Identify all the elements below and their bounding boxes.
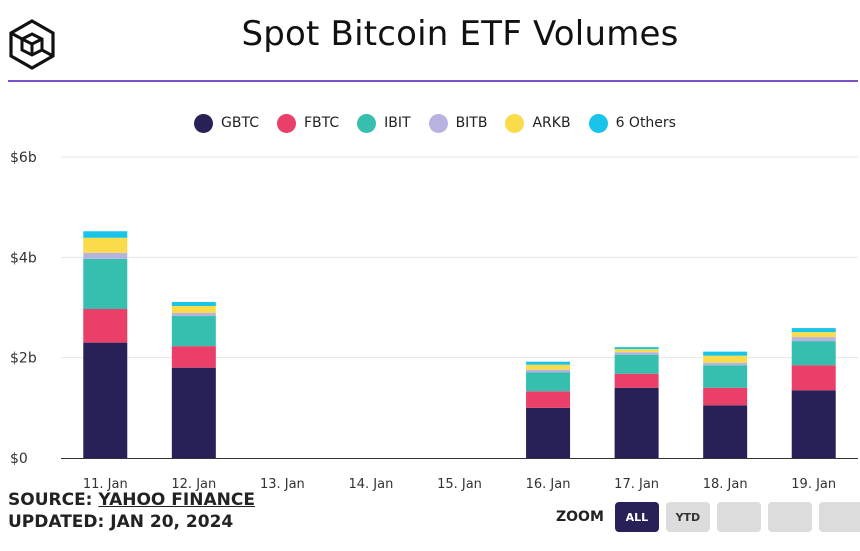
legend-label: IBIT <box>384 115 411 131</box>
legend-item-arkb[interactable]: ARKB <box>505 113 571 133</box>
bar-segment-gbtc <box>83 342 128 458</box>
page-title: Spot Bitcoin ETF Volumes <box>241 14 679 54</box>
bar-segment-fbtc <box>614 373 659 388</box>
legend-swatch <box>194 113 214 133</box>
legend-label: 6 Others <box>615 115 676 131</box>
bar-segment-6-others <box>703 351 748 356</box>
y-tick-label: $2b <box>10 351 37 367</box>
bar-segment-gbtc <box>614 387 659 458</box>
zoom-button[interactable] <box>767 502 812 532</box>
x-tick-label: 11. Jan <box>83 477 128 492</box>
zoom-all-button[interactable]: ALL <box>614 502 659 532</box>
legend-label: GBTC <box>221 115 259 131</box>
legend-item-gbtc[interactable]: GBTC <box>194 113 259 133</box>
bar-segment-fbtc <box>171 346 216 368</box>
chart-legend: GBTC FBTC IBIT BITB ARKB 6 Others <box>0 110 860 136</box>
bar-segment-ibit <box>791 341 836 366</box>
bar-segment-ibit <box>171 316 216 347</box>
bar-segment-bitb <box>703 362 748 366</box>
legend-label: BITB <box>455 115 488 131</box>
x-tick-label: 12. Jan <box>171 477 216 492</box>
legend-swatch <box>505 113 525 133</box>
legend-item-fbtc[interactable]: FBTC <box>276 113 340 133</box>
y-tick-label: $4b <box>10 250 37 266</box>
bar-segment-gbtc <box>526 407 571 458</box>
zoom-button[interactable] <box>716 502 761 532</box>
zoom-label: ZOOM <box>556 509 604 525</box>
legend-item-bitb[interactable]: BITB <box>428 113 488 133</box>
bar-segment-bitb <box>171 313 216 317</box>
y-tick-label: $6b <box>10 150 37 166</box>
x-tick-label: 14. Jan <box>349 477 394 492</box>
stacked-bar-chart: $0 $2b $4b $6b 11. Jan 12. Jan 13. Jan 14. Jan 1… <box>10 150 858 492</box>
bar-segment-arkb <box>526 364 571 370</box>
bar-segment-bitb <box>614 352 659 355</box>
source-prefix: SOURCE: <box>8 490 99 510</box>
bar-segment-bitb <box>83 252 128 259</box>
bar-segment-ibit <box>83 258 128 310</box>
bar-segment-gbtc <box>703 405 748 458</box>
updated-line: UPDATED: JAN 20, 2024 <box>8 512 234 532</box>
legend-swatch <box>357 113 377 133</box>
bar-segment-6-others <box>526 361 571 365</box>
bar-segment-ibit <box>703 365 748 388</box>
bar-segment-gbtc <box>171 367 216 458</box>
source-line: SOURCE: YAHOO FINANCE <box>8 489 255 511</box>
bar-segment-fbtc <box>83 309 128 343</box>
y-tick-label: $0 <box>10 451 28 467</box>
bar-segment-bitb <box>791 337 836 342</box>
bar-segment-ibit <box>526 372 571 392</box>
chart-credits: SOURCE: YAHOO FINANCE UPDATED: JAN 20, 2… <box>8 489 255 533</box>
bar-segment-arkb <box>703 355 748 363</box>
legend-swatch <box>588 113 608 133</box>
zoom-button[interactable] <box>818 502 860 532</box>
legend-label: FBTC <box>303 115 340 131</box>
x-tick-label: 18. Jan <box>703 477 748 492</box>
bar-segment-gbtc <box>791 390 836 458</box>
bar-segment-arkb <box>83 237 128 253</box>
bar-segment-6-others <box>83 231 128 238</box>
source-link[interactable]: YAHOO FINANCE <box>98 490 255 510</box>
bar-segment-fbtc <box>791 365 836 391</box>
legend-item-others[interactable]: 6 Others <box>588 113 676 133</box>
bar-segment-6-others <box>171 301 216 306</box>
bar-segment-arkb <box>171 305 216 314</box>
zoom-ytd-button[interactable]: YTD <box>665 502 710 532</box>
bar-segment-arkb <box>614 349 659 353</box>
legend-swatch <box>276 113 296 133</box>
bar-segment-6-others <box>791 328 836 333</box>
x-tick-label: 15. Jan <box>437 477 482 492</box>
legend-swatch <box>428 113 448 133</box>
x-tick-label: 16. Jan <box>526 477 571 492</box>
legend-item-ibit[interactable]: IBIT <box>357 113 411 133</box>
bar-segment-bitb <box>526 369 571 373</box>
bar-segment-fbtc <box>703 387 748 406</box>
legend-label: ARKB <box>532 115 571 131</box>
zoom-controls: ZOOM ALL YTD <box>556 502 860 532</box>
x-tick-label: 13. Jan <box>260 477 305 492</box>
bar-segment-arkb <box>791 332 836 338</box>
bar-segment-fbtc <box>526 391 571 408</box>
x-tick-label: 19. Jan <box>791 477 836 492</box>
bar-segment-ibit <box>614 354 659 374</box>
bar-segment-6-others <box>614 347 659 350</box>
x-tick-label: 17. Jan <box>614 477 659 492</box>
title-divider <box>8 80 858 82</box>
brand-logo-icon <box>9 19 55 70</box>
